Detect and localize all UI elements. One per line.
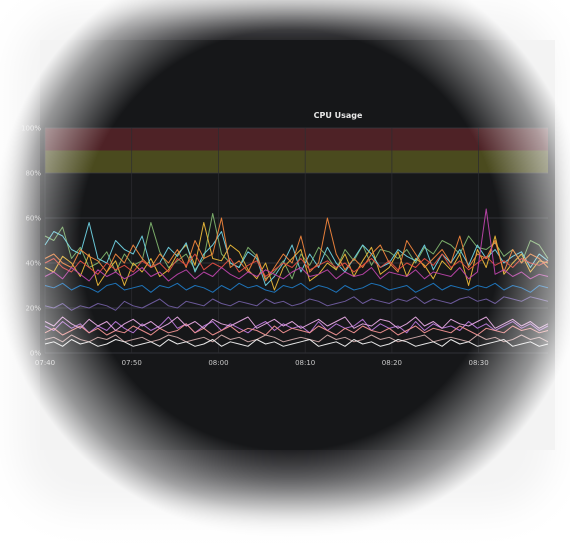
y-tick-label: 0% <box>30 350 41 358</box>
series-line-11 <box>44 316 549 331</box>
chart-title: CPU Usage <box>314 111 363 120</box>
x-axis: 07:40 07:50 08:00 08:10 08:20 08:30 <box>35 359 489 367</box>
x-tick-label: 08:30 <box>469 359 489 367</box>
series-lines <box>44 208 549 347</box>
x-tick-label: 08:10 <box>295 359 315 367</box>
threshold-band-80-90 <box>45 150 548 173</box>
y-tick-label: 40% <box>25 260 41 268</box>
series-line-13 <box>44 339 549 347</box>
y-tick-label: 60% <box>25 215 41 223</box>
series-line-6 <box>44 282 549 293</box>
x-tick-label: 08:00 <box>208 359 228 367</box>
x-tick-label: 08:20 <box>382 359 402 367</box>
threshold-bands <box>45 128 548 173</box>
x-tick-label: 07:50 <box>122 359 142 367</box>
x-tick-label: 07:40 <box>35 359 55 367</box>
threshold-band-90-100 <box>45 128 548 151</box>
y-tick-label: 20% <box>25 305 41 313</box>
series-line-4 <box>44 217 549 282</box>
y-tick-label: 80% <box>25 170 41 178</box>
y-axis: 0% 20% 40% 60% 80% 100% <box>21 125 41 358</box>
y-tick-label: 100% <box>21 125 41 133</box>
